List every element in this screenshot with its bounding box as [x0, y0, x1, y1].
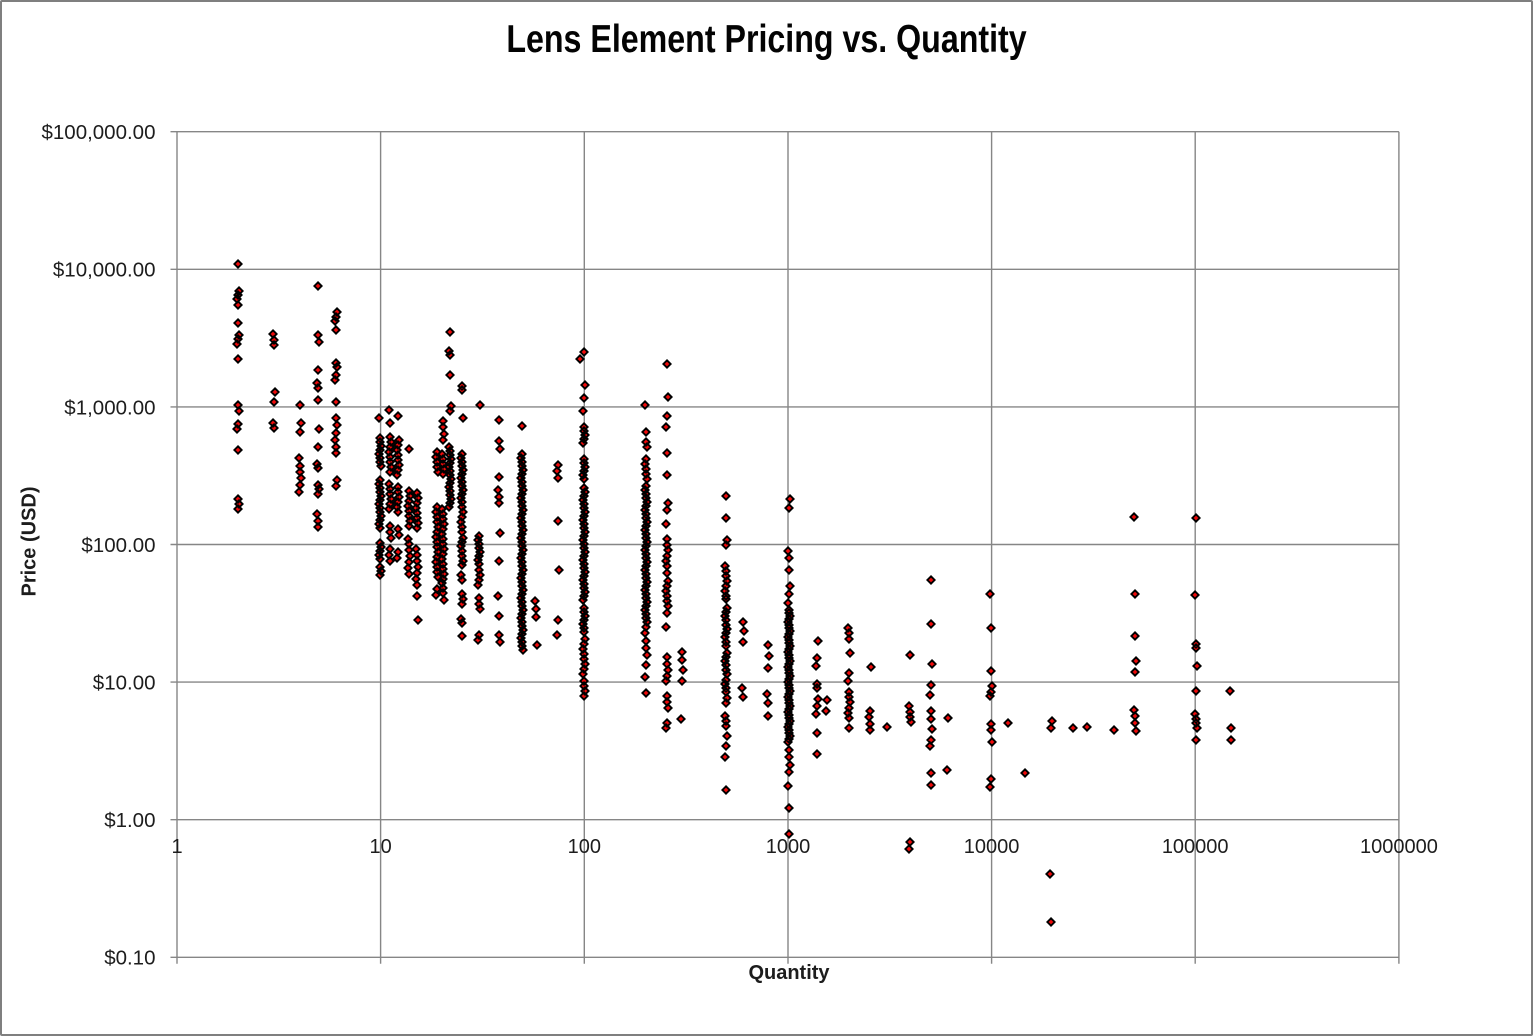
- svg-text:$100,000.00: $100,000.00: [41, 121, 155, 144]
- svg-text:$10.00: $10.00: [93, 672, 156, 695]
- svg-text:100: 100: [568, 836, 601, 858]
- svg-text:1: 1: [171, 836, 182, 858]
- svg-text:$0.10: $0.10: [104, 947, 155, 970]
- svg-text:$10,000.00: $10,000.00: [53, 259, 156, 282]
- svg-text:$100.00: $100.00: [81, 534, 155, 557]
- svg-text:$1,000.00: $1,000.00: [64, 396, 155, 419]
- svg-text:$1.00: $1.00: [104, 809, 155, 832]
- svg-text:1000: 1000: [766, 836, 811, 858]
- svg-text:10: 10: [369, 836, 391, 858]
- svg-text:1000000: 1000000: [1360, 836, 1438, 858]
- svg-text:100000: 100000: [1162, 836, 1229, 858]
- svg-text:10000: 10000: [964, 836, 1020, 858]
